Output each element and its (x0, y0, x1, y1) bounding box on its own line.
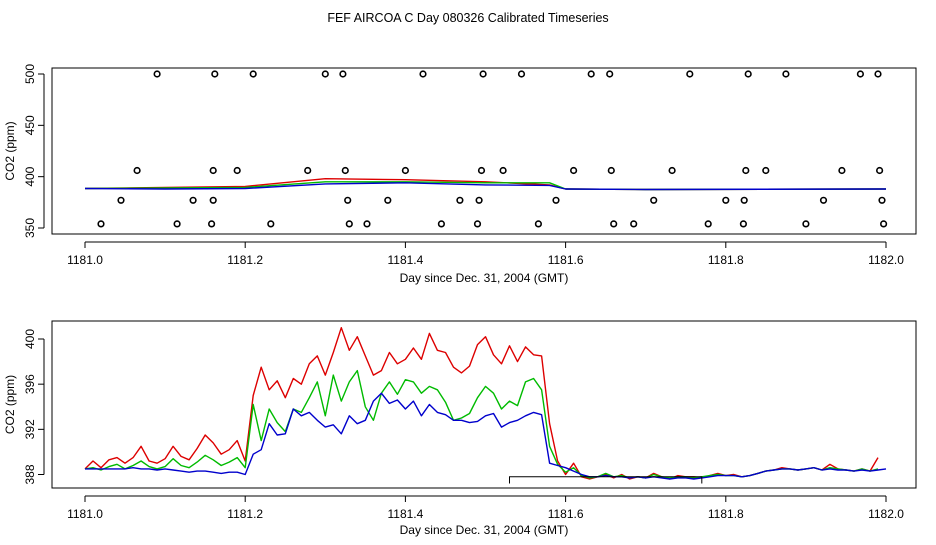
scatter-point (473, 220, 482, 228)
scatter-point (233, 166, 241, 175)
y-tick-label: 392 (23, 419, 37, 439)
scatter-point (838, 166, 846, 175)
scatter-point (341, 166, 349, 175)
series-line-green (84, 369, 879, 479)
series-line-blue (84, 182, 887, 191)
bottom-panel: 1181.0 1181.2 1181.4 1181.6 1181.8 1182.0 Day … (3, 320, 917, 537)
scatter-point (739, 220, 748, 228)
scatter-point (499, 166, 507, 175)
scatter-point (552, 196, 560, 204)
scatter-point (534, 220, 543, 228)
scatter-point (477, 166, 486, 175)
x-axis-label: Day since Dec. 31, 2004 (GMT) (400, 271, 569, 285)
top-panel: 1181.0 1181.2 1181.4 1181.6 1181.8 1182.0 Day … (3, 64, 917, 285)
y-axis-label: CO2 (ppm) (3, 121, 17, 180)
scatter-point (875, 166, 884, 175)
scatter-point (802, 220, 810, 228)
plot-frame (51, 320, 917, 489)
scatter-point (740, 196, 748, 204)
x-tick-label: 1181.0 (67, 253, 103, 267)
scatter-point (704, 220, 712, 228)
y-tick-label: 400 (23, 329, 37, 349)
series-line-blue (85, 392, 887, 480)
scatter-point (209, 196, 217, 204)
x-tick-label: 1181.6 (548, 253, 584, 267)
scatter-point (344, 196, 352, 204)
scatter-point (742, 166, 750, 175)
scatter-point (517, 70, 526, 78)
scatter-point (339, 70, 347, 78)
y-tick-label: 500 (23, 64, 37, 84)
scatter-point (401, 166, 410, 175)
x-tick-label: 1181.8 (708, 507, 744, 521)
scatter-point (587, 70, 595, 78)
x-tick-label: 1181.4 (387, 507, 423, 521)
scatter-point (874, 70, 882, 78)
x-tick-label: 1182.0 (868, 253, 904, 267)
scatter-point (189, 196, 197, 204)
figure-title: FEF AIRCOA C Day 080326 Calibrated Times… (327, 11, 608, 25)
scatter-point (569, 166, 578, 175)
scatter-point (304, 166, 312, 175)
scatter-point (475, 196, 483, 204)
scatter-point (819, 196, 828, 204)
scatter-point (879, 220, 888, 228)
plot-frame (51, 67, 917, 235)
scatter-point (97, 220, 105, 228)
scatter-point (211, 70, 219, 78)
scatter-point (437, 220, 446, 228)
scatter-point (650, 196, 658, 204)
y-tick-label: 400 (23, 166, 37, 186)
scatter-point (722, 196, 730, 204)
scatter-point (419, 70, 427, 78)
y-tick-label: 388 (23, 464, 37, 484)
scatter-point (267, 220, 275, 228)
scatter-point (173, 220, 181, 228)
x-tick-label: 1181.0 (67, 507, 103, 521)
scatter-point (782, 70, 790, 78)
x-tick-label: 1181.2 (227, 253, 263, 267)
scatter-point (610, 220, 618, 228)
x-axis-label: Day since Dec. 31, 2004 (GMT) (400, 523, 569, 537)
scatter-point (208, 220, 216, 228)
scatter-point (456, 196, 464, 204)
scatter-point (668, 166, 676, 175)
scatter-point (630, 220, 638, 228)
x-tick-label: 1181.8 (708, 253, 744, 267)
y-tick-label: 450 (23, 115, 37, 135)
scatter-point (363, 220, 371, 228)
y-axis-label: CO2 (ppm) (3, 375, 17, 434)
scatter-point (117, 196, 125, 204)
scatter-point (384, 196, 392, 204)
scatter-point (762, 166, 770, 175)
flag-line (509, 476, 703, 484)
y-tick-label: 350 (23, 218, 37, 238)
scatter-point (479, 70, 487, 78)
x-tick-label: 1181.2 (227, 507, 263, 521)
scatter-point (345, 220, 353, 228)
scatter-point (321, 70, 329, 78)
x-tick-label: 1181.6 (548, 507, 584, 521)
scatter-point (209, 166, 217, 175)
x-tick-label: 1182.0 (868, 507, 904, 521)
scatter-point (249, 70, 257, 78)
scatter-point (744, 70, 752, 78)
x-tick-label: 1181.4 (387, 253, 423, 267)
scatter-point (153, 70, 161, 78)
scatter-point (686, 70, 694, 78)
y-tick-label: 396 (23, 374, 37, 394)
scatter-point (856, 70, 865, 78)
scatter-point (606, 70, 614, 78)
scatter-point (607, 166, 615, 175)
scatter-point (133, 166, 141, 175)
scatter-point (878, 196, 886, 204)
